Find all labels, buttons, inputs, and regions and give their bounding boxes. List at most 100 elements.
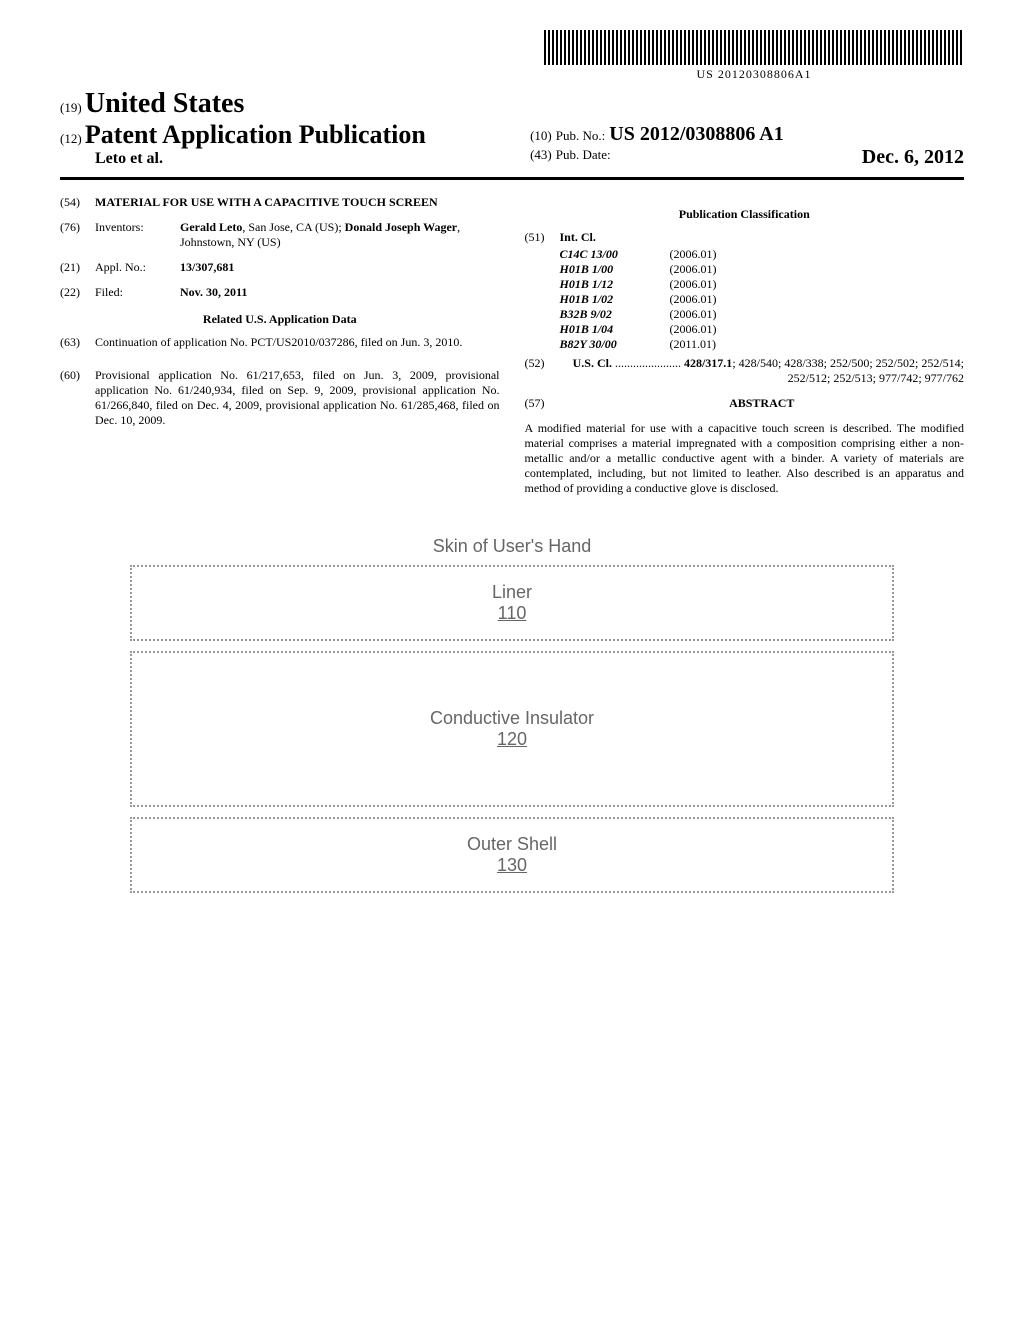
cls-row: B82Y 30/00(2011.01)	[560, 337, 965, 352]
cls-row: H01B 1/04(2006.01)	[560, 322, 965, 337]
pubno: US 2012/0308806 A1	[609, 123, 783, 145]
cls-code: H01B 1/04	[560, 322, 670, 337]
patent-page: US 20120308806A1 (19) United States (12)…	[0, 0, 1024, 933]
uscl-value: U.S. Cl. ...................... 428/317.…	[560, 356, 965, 386]
pub-type: Patent Application Publication	[85, 120, 426, 149]
appl-value: 13/307,681	[180, 260, 500, 275]
inventors-num: (76)	[60, 220, 95, 250]
uscl-num: (52)	[525, 356, 560, 386]
country: United States	[85, 88, 244, 119]
pubdate-label: Pub. Date:	[556, 147, 611, 162]
layer-liner: Liner 110	[130, 565, 894, 641]
header-right: (10) Pub. No.: US 2012/0308806 A1 (43) P…	[530, 88, 964, 169]
pubclass-title: Publication Classification	[525, 207, 965, 222]
right-column: Publication Classification (51) Int. Cl.…	[525, 195, 965, 496]
abstract-label: ABSTRACT	[729, 396, 794, 410]
inventor-2: Donald Joseph Wager	[345, 220, 457, 234]
appl-row: (21) Appl. No.: 13/307,681	[60, 260, 500, 275]
cls-row: H01B 1/12(2006.01)	[560, 277, 965, 292]
cls-ver: (2006.01)	[670, 292, 760, 307]
figure: Skin of User's Hand Liner 110 Conductive…	[130, 536, 894, 893]
pubno-line: (10) Pub. No.: US 2012/0308806 A1	[530, 123, 964, 146]
cont-text: Continuation of application No. PCT/US20…	[95, 335, 500, 350]
prov-text: Provisional application No. 61/217,653, …	[95, 368, 500, 428]
uscl-bold: 428/317.1	[684, 356, 732, 370]
layer-outer-shell: Outer Shell 130	[130, 817, 894, 893]
title-row: (54) MATERIAL FOR USE WITH A CAPACITIVE …	[60, 195, 500, 210]
inventors-label: Inventors:	[95, 220, 180, 250]
uscl-row: (52) U.S. Cl. ...................... 428…	[525, 356, 965, 386]
intcl-num: (51)	[525, 230, 560, 245]
filed-value: Nov. 30, 2011	[180, 285, 500, 300]
cont-num: (63)	[60, 335, 95, 358]
appl-label: Appl. No.:	[95, 260, 180, 275]
cls-code: B82Y 30/00	[560, 337, 670, 352]
intcl-row: (51) Int. Cl.	[525, 230, 965, 245]
pubdate-code: (43)	[530, 147, 552, 162]
country-code: (19)	[60, 100, 82, 115]
filed-num: (22)	[60, 285, 95, 300]
cls-ver: (2006.01)	[670, 262, 760, 277]
content-columns: (54) MATERIAL FOR USE WITH A CAPACITIVE …	[60, 195, 964, 496]
cls-row: B32B 9/02(2006.01)	[560, 307, 965, 322]
title-num: (54)	[60, 195, 95, 210]
barcode-lines	[544, 30, 964, 65]
inventors-row: (76) Inventors: Gerald Leto, San Jose, C…	[60, 220, 500, 250]
cls-ver: (2006.01)	[670, 322, 760, 337]
cls-row: H01B 1/02(2006.01)	[560, 292, 965, 307]
filed-row: (22) Filed: Nov. 30, 2011	[60, 285, 500, 300]
cls-row: H01B 1/00(2006.01)	[560, 262, 965, 277]
layer-num: 110	[498, 603, 527, 623]
inventors-value: Gerald Leto, San Jose, CA (US); Donald J…	[180, 220, 500, 250]
intcl-table: C14C 13/00(2006.01) H01B 1/00(2006.01) H…	[560, 247, 965, 352]
intcl-label: Int. Cl.	[560, 230, 965, 245]
layer-insulator: Conductive Insulator 120	[130, 651, 894, 807]
appl-num: (21)	[60, 260, 95, 275]
cls-code: C14C 13/00	[560, 247, 670, 262]
figure-title: Skin of User's Hand	[130, 536, 894, 557]
barcode: US 20120308806A1	[544, 30, 964, 82]
filed-label: Filed:	[95, 285, 180, 300]
abstract-label-wrap: ABSTRACT	[560, 396, 965, 411]
layer-num: 120	[497, 729, 527, 749]
cls-ver: (2011.01)	[670, 337, 760, 352]
provisional-row: (60) Provisional application No. 61/217,…	[60, 368, 500, 436]
header: (19) United States (12) Patent Applicati…	[60, 88, 964, 169]
pubno-code: (10)	[530, 128, 552, 143]
pub-type-code: (12)	[60, 131, 82, 146]
abstract-text: A modified material for use with a capac…	[525, 421, 965, 496]
layer-label: Conductive Insulator	[430, 708, 594, 728]
header-left: (19) United States (12) Patent Applicati…	[60, 88, 494, 168]
cls-ver: (2006.01)	[670, 247, 760, 262]
country-line: (19) United States	[60, 88, 494, 120]
cls-code: H01B 1/00	[560, 262, 670, 277]
uscl-rest: ; 428/540; 428/338; 252/500; 252/502; 25…	[732, 356, 964, 385]
authors-line: Leto et al.	[60, 150, 494, 168]
pubdate-line: (43) Pub. Date: Dec. 6, 2012	[530, 146, 964, 164]
left-column: (54) MATERIAL FOR USE WITH A CAPACITIVE …	[60, 195, 500, 496]
pubno-label: Pub. No.:	[556, 128, 605, 143]
related-title: Related U.S. Application Data	[60, 312, 500, 327]
inventor-1: Gerald Leto	[180, 220, 242, 234]
barcode-text: US 20120308806A1	[544, 67, 964, 82]
continuation-row: (63) Continuation of application No. PCT…	[60, 335, 500, 358]
barcode-area: US 20120308806A1	[60, 30, 964, 83]
cls-code: H01B 1/12	[560, 277, 670, 292]
cls-ver: (2006.01)	[670, 307, 760, 322]
pub-type-line: (12) Patent Application Publication	[60, 120, 494, 150]
invention-title: MATERIAL FOR USE WITH A CAPACITIVE TOUCH…	[95, 195, 500, 210]
cls-row: C14C 13/00(2006.01)	[560, 247, 965, 262]
uscl-dots: ......................	[612, 356, 684, 370]
layer-num: 130	[497, 855, 527, 875]
abstract-num: (57)	[525, 396, 560, 411]
cls-code: B32B 9/02	[560, 307, 670, 322]
prov-num: (60)	[60, 368, 95, 436]
layer-label: Liner	[492, 582, 532, 602]
divider	[60, 177, 964, 180]
cls-ver: (2006.01)	[670, 277, 760, 292]
cls-code: H01B 1/02	[560, 292, 670, 307]
abstract-header: (57) ABSTRACT	[525, 396, 965, 411]
pubdate: Dec. 6, 2012	[862, 146, 964, 169]
uscl-label: U.S. Cl.	[573, 356, 612, 370]
layer-label: Outer Shell	[467, 834, 557, 854]
